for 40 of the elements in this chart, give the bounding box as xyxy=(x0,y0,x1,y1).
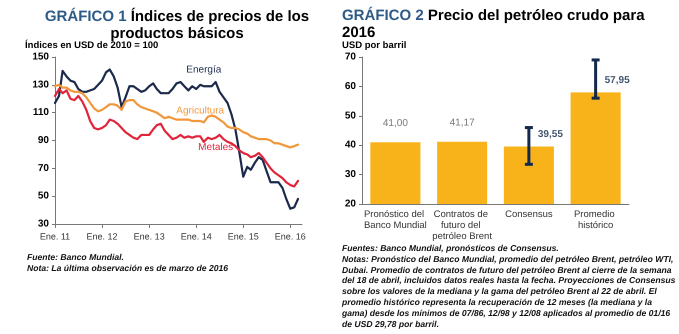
y-tick-label: 30 xyxy=(344,169,356,180)
source-note: Fuentes: Banco Mundial, pronósticos de Consensus. xyxy=(342,243,560,254)
x-tick-label: Contratos de futuro del petróleo Brent xyxy=(432,209,492,242)
y-tick-label: 20 xyxy=(344,198,356,210)
data-label: 41,00 xyxy=(382,118,408,129)
y-tick-label: 50 xyxy=(344,110,356,122)
x-tick-label: Ene. 14 xyxy=(180,232,212,242)
series-label: Energía xyxy=(186,64,222,76)
x-tick-label: Consensus xyxy=(505,209,553,220)
y-tick-label: 60 xyxy=(344,80,356,92)
y-tick-label: 50 xyxy=(38,190,50,202)
x-tick-label: Ene. 12 xyxy=(86,232,118,242)
x-tick-label: Ene. 13 xyxy=(134,232,165,242)
x-tick-label: Promedio histórico xyxy=(574,209,618,231)
line-series xyxy=(54,88,300,188)
y-tick-label: 70 xyxy=(38,162,50,174)
y-axis-title: Índices en USD de 2010 = 100 xyxy=(25,40,158,51)
series-label: Metales xyxy=(198,142,234,154)
data-label: 41,17 xyxy=(450,117,476,128)
text: Nota: La última observación es de marzo de 2016 xyxy=(27,262,230,274)
y-tick-label: 40 xyxy=(344,140,356,151)
y-tick-label: 130 xyxy=(32,79,50,90)
chart-title: GRÁFICO 2 Precio del petróleo crudo para 2016 xyxy=(342,7,645,41)
data-label: 39,55 xyxy=(538,129,564,140)
y-tick-label: 30 xyxy=(38,218,50,230)
y-tick-label: 150 xyxy=(32,52,50,62)
y-tick-label: 110 xyxy=(32,107,50,118)
y-tick-label: 90 xyxy=(38,135,50,146)
x-tick-label: Ene. 15 xyxy=(228,232,259,242)
chart-title: GRÁFICO 1 Índices de precios de los productos básicos xyxy=(44,8,310,42)
y-axis-title: USD por barril xyxy=(342,40,406,51)
x-tick-label: Ene. 16 xyxy=(274,232,306,242)
y-tick-label: 70 xyxy=(344,52,356,62)
source-note: Fuente: Banco Mundial. xyxy=(27,252,125,263)
data-label: 57,95 xyxy=(604,74,630,86)
x-tick-label: Pronóstico del Banco Mundial xyxy=(364,209,427,231)
text: Notas: Pronóstico del Banco Mundial, promedio del petróleo Brent, petróleo WTI, Dubai. Promedio de contratos de futuro del petróleo Brent al cierre de la semana del 18 de abril, incluidos datos reales hasta la fecha. Proyecciones de Consensus sobre los valores de la mediana y la gama del petróleo Brent al 22 de abril. El promedio histórico representa la recuperación de 12 meses (la mediana y la gama) desde los mínimos de 07/86, 12/98 y 12/08 aplicados al promedio de 01/16 de USD 29,78 por barril. xyxy=(342,254,676,330)
series-label: Agricultura xyxy=(176,106,225,117)
line-series xyxy=(54,84,300,149)
x-tick-label: Ene. 11 xyxy=(40,232,70,242)
